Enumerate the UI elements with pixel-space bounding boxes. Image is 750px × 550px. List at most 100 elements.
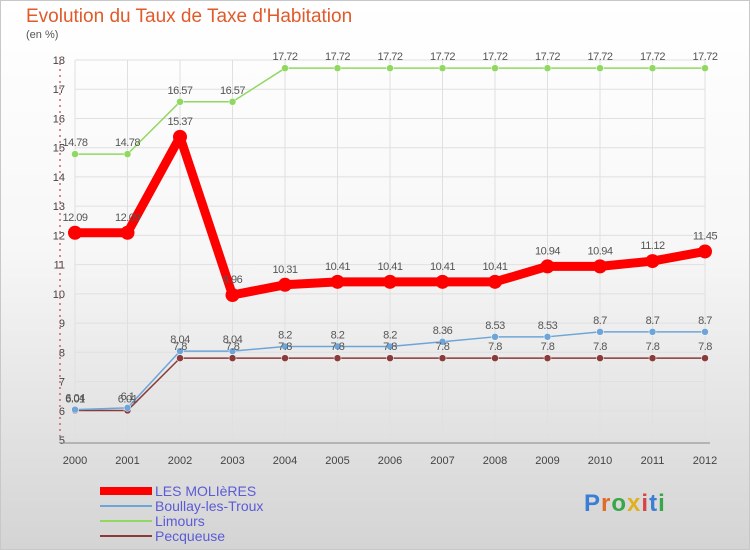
data-point bbox=[701, 354, 709, 362]
y-tick-label: 17 bbox=[53, 84, 65, 96]
data-label: 14.78 bbox=[62, 137, 87, 149]
data-point bbox=[698, 244, 712, 259]
y-tick-label: 6 bbox=[59, 406, 65, 418]
logo-letter: r bbox=[601, 490, 612, 517]
data-label: 7.8 bbox=[173, 341, 187, 353]
data-point bbox=[701, 64, 709, 72]
y-tick-label: 5 bbox=[59, 435, 65, 447]
data-label: 8.7 bbox=[698, 315, 712, 327]
data-label: 11.45 bbox=[693, 230, 718, 242]
data-label: 8.2 bbox=[331, 329, 345, 341]
data-label: 17.72 bbox=[640, 51, 665, 63]
data-label: 10.41 bbox=[377, 261, 402, 273]
legend-label: Boullay-les-Troux bbox=[155, 498, 264, 514]
data-label: 8.53 bbox=[485, 320, 505, 332]
data-point bbox=[228, 347, 237, 355]
data-point bbox=[333, 64, 342, 72]
data-point bbox=[593, 259, 607, 274]
data-label: 6.1 bbox=[121, 391, 135, 403]
x-tick-label: 2003 bbox=[220, 455, 244, 467]
data-point bbox=[491, 354, 499, 362]
data-point bbox=[645, 254, 660, 269]
y-axis-unit: (en %) bbox=[26, 29, 59, 41]
logo-letter: P bbox=[584, 490, 602, 517]
data-label: 6.01 bbox=[65, 393, 85, 405]
legend-swatch bbox=[100, 520, 152, 522]
data-point bbox=[648, 64, 657, 72]
legend-label: LES MOLIèRES bbox=[155, 483, 257, 499]
data-label: 10.94 bbox=[535, 245, 560, 257]
y-tick-label: 8 bbox=[59, 347, 65, 359]
data-point bbox=[491, 64, 499, 72]
x-tick-label: 2010 bbox=[588, 455, 612, 467]
y-tick-label: 16 bbox=[53, 113, 65, 125]
data-label: 16.57 bbox=[220, 85, 245, 97]
x-tick-label: 2007 bbox=[430, 455, 454, 467]
data-label: 10.41 bbox=[482, 261, 507, 273]
data-label: 8.53 bbox=[538, 320, 558, 332]
legend-label: Pecqueuse bbox=[155, 528, 226, 544]
data-point bbox=[68, 225, 82, 240]
legend-swatch bbox=[100, 535, 152, 537]
y-tick-label: 18 bbox=[53, 55, 65, 67]
data-point bbox=[386, 354, 394, 362]
data-label: 7.8 bbox=[541, 341, 555, 353]
data-point bbox=[596, 328, 604, 336]
data-point bbox=[281, 342, 289, 351]
y-tick-label: 14 bbox=[53, 172, 65, 184]
x-tick-label: 2009 bbox=[535, 455, 559, 467]
data-label: 10.41 bbox=[325, 261, 350, 273]
data-label: 17.72 bbox=[377, 51, 402, 63]
data-label: 12.09 bbox=[62, 212, 87, 224]
data-point bbox=[543, 64, 552, 72]
data-point bbox=[648, 328, 657, 336]
chart-title: Evolution du Taux de Taxe d'Habitation bbox=[26, 6, 353, 27]
y-tick-label: 7 bbox=[59, 377, 65, 389]
data-label: 10.94 bbox=[587, 245, 612, 257]
x-tick-label: 2005 bbox=[325, 455, 349, 467]
data-label: 7.8 bbox=[331, 341, 345, 353]
data-point bbox=[176, 98, 184, 106]
y-tick-label: 9 bbox=[59, 318, 65, 330]
data-label: 17.72 bbox=[535, 51, 560, 63]
data-point bbox=[596, 64, 604, 72]
legend-swatch bbox=[100, 487, 152, 495]
data-label: 17.72 bbox=[692, 51, 717, 63]
data-point bbox=[228, 354, 237, 362]
data-point bbox=[71, 405, 79, 414]
y-tick-label: 10 bbox=[53, 289, 65, 301]
data-point bbox=[173, 129, 187, 144]
data-point bbox=[543, 354, 552, 362]
data-label: 8.7 bbox=[593, 315, 607, 327]
data-label: 7.8 bbox=[698, 341, 712, 353]
data-label: 17.72 bbox=[587, 51, 612, 63]
data-point bbox=[543, 333, 552, 341]
data-label: 12.09 bbox=[115, 212, 140, 224]
data-point bbox=[383, 274, 397, 289]
logo-letter: i bbox=[641, 490, 650, 517]
data-label: 9.96 bbox=[223, 274, 243, 286]
data-label: 10.41 bbox=[430, 261, 455, 273]
data-point bbox=[330, 274, 345, 289]
data-point bbox=[438, 338, 447, 346]
data-point bbox=[596, 354, 604, 362]
data-label: 14.78 bbox=[115, 137, 140, 149]
y-tick-label: 12 bbox=[53, 230, 65, 242]
x-tick-label: 2006 bbox=[378, 455, 402, 467]
data-label: 7.8 bbox=[278, 341, 292, 353]
legend-swatch bbox=[100, 505, 152, 507]
logo-letter: x bbox=[627, 490, 642, 517]
logo-letter: o bbox=[611, 490, 628, 517]
data-label: 16.57 bbox=[167, 85, 192, 97]
data-label: 17.72 bbox=[325, 51, 350, 63]
data-point bbox=[225, 288, 240, 303]
legend-label: Limours bbox=[155, 513, 205, 529]
logo-letter: i bbox=[658, 490, 666, 517]
data-label: 8.2 bbox=[383, 329, 397, 341]
data-label: 6.04 bbox=[65, 393, 85, 405]
data-point bbox=[701, 328, 709, 336]
data-label: 8.36 bbox=[433, 325, 453, 337]
data-point bbox=[123, 150, 132, 158]
data-point bbox=[386, 64, 394, 72]
